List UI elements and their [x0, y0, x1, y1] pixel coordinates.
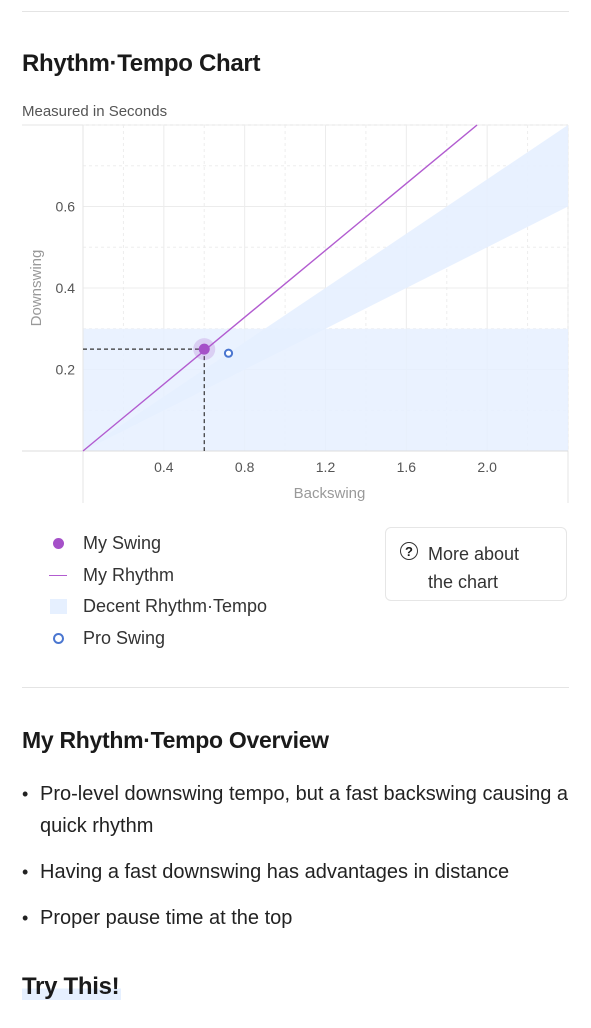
- x-tick-label: 1.6: [397, 459, 417, 475]
- top-divider: [22, 11, 569, 12]
- x-tick-label: 2.0: [477, 459, 497, 475]
- x-axis-label: Backswing: [294, 485, 366, 502]
- blue-box-icon: [44, 597, 72, 617]
- legend-label: Pro Swing: [83, 627, 166, 648]
- x-tick-label: 0.4: [154, 459, 174, 475]
- chart-legend: My Swing My Rhythm Decent Rhythm·Tempo P…: [44, 528, 267, 654]
- legend-label: My Rhythm: [83, 564, 175, 585]
- try-this-label: Try This!: [22, 973, 122, 1000]
- my-rhythm-line: [82, 124, 478, 452]
- decent-band-horizontal: [83, 328, 568, 451]
- x-tick-label: 0.8: [235, 459, 255, 475]
- overview-list: Pro-level downswing tempo, but a fast ba…: [22, 778, 570, 948]
- my-swing-point: [198, 343, 210, 355]
- decent-band-wedge: [83, 125, 568, 451]
- legend-item-pro-swing: Pro Swing: [44, 623, 267, 655]
- section-divider: [22, 687, 569, 688]
- chart-title: Rhythm·Tempo Chart: [22, 50, 261, 77]
- legend-item-my-rhythm: My Rhythm: [44, 560, 267, 592]
- try-this-title: Try This!: [22, 973, 122, 1001]
- legend-label: Decent Rhythm·Tempo: [83, 596, 268, 617]
- y-tick-label: 0.4: [56, 280, 76, 296]
- y-axis-label: Downswing: [28, 250, 45, 327]
- y-tick-label: 0.2: [56, 362, 76, 378]
- legend-item-my-swing: My Swing: [44, 528, 267, 560]
- decent-band-group: [83, 125, 568, 451]
- blue-ring-icon: [44, 628, 72, 648]
- more-about-chart-button[interactable]: ? More about the chart: [385, 527, 567, 601]
- more-about-chart-label: More about the chart: [428, 544, 520, 592]
- list-item: Pro-level downswing tempo, but a fast ba…: [22, 778, 570, 842]
- list-item: Proper pause time at the top: [22, 902, 570, 934]
- y-tick-label: 0.6: [56, 199, 76, 215]
- x-tick-label: 1.2: [316, 459, 336, 475]
- rhythm-tempo-chart: 0.4 0.8 1.2 1.6 2.0 0.2 0.4 0.6 Backswing Downswi…: [22, 124, 569, 503]
- purple-line-icon: [44, 565, 72, 585]
- list-item: Having a fast downswing has advantages i…: [22, 856, 570, 888]
- chart-subtitle: Measured in Seconds: [22, 103, 168, 120]
- pro-swing-point: [223, 348, 234, 358]
- legend-label: My Swing: [83, 533, 162, 554]
- purple-dot-icon: [44, 534, 72, 554]
- question-circle-icon: ?: [400, 542, 418, 560]
- overview-title: My Rhythm·Tempo Overview: [22, 727, 329, 753]
- legend-item-decent-rhythm-tempo: Decent Rhythm·Tempo: [44, 591, 267, 623]
